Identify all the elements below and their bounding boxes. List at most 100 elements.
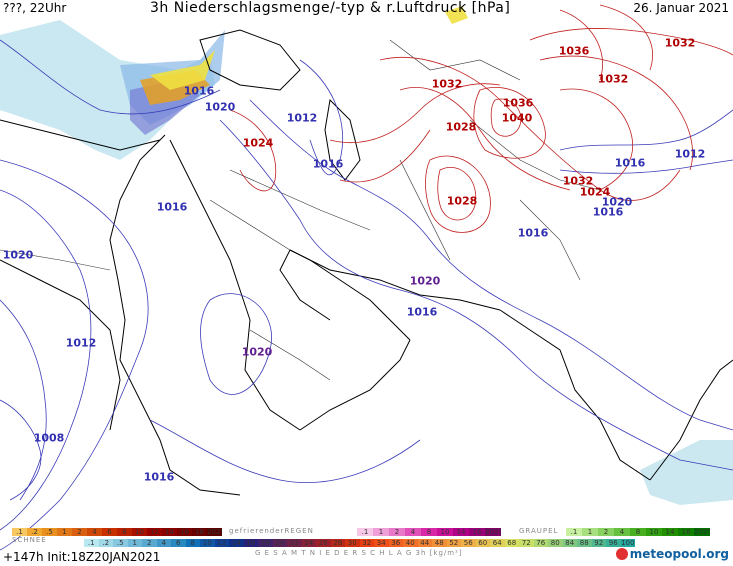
legend-swatch: 4 [405,528,421,536]
legend-swatch: 56 [461,539,476,547]
coast-black-sea [199,29,301,91]
isobar-label: 1016 [406,305,438,319]
isobar-label: 1024 [579,185,611,199]
coast-africa-east [0,259,121,431]
legend-swatch: 4 [614,528,630,536]
legend-swatch: 2 [72,528,87,536]
legend-swatch: 10 [646,528,662,536]
coast-arabia-west [169,139,301,431]
legend-swatch: .1 [84,539,99,547]
isobar-label: 1040 [501,111,533,125]
legend-swatch: 72 [519,539,534,547]
legend-swatch: 88 [577,539,592,547]
legend-swatch: .2 [98,539,113,547]
legend-swatch: 2025+ [485,528,501,536]
legend-swatch: 34 [374,539,389,547]
legend-swatch: 100 [620,539,635,547]
legend-swatch: 14 [453,528,469,536]
isobar-label: 1032 [664,36,696,50]
legend-swatch: 12 [214,539,229,547]
legend-swatch: 1 [373,528,389,536]
isobar-label: 1020 [409,274,441,288]
isobar-label: 1016 [143,470,175,484]
legend-swatch: 48 [432,539,447,547]
legend-swatch: .1 [566,528,582,536]
isobar-label: 1012 [65,336,97,350]
isobar-label: 1032 [431,77,463,91]
legend-swatch: 2025+ [207,528,222,536]
isobar-label: 1016 [312,157,344,171]
run-info: +147h Init:18Z20JAN2021 [3,550,161,564]
isobar-label: 1012 [674,147,706,161]
legend-swatch: 52 [446,539,461,547]
legend-swatch: 4 [156,539,171,547]
legend-swatch: 22 [287,539,302,547]
legend-swatch: 36 [388,539,403,547]
legend-swatch: 20 [272,539,287,547]
legend-swatch: 18 [192,528,207,536]
legend-graupel-title: GRAUPEL [519,527,559,535]
isobar-label: 1028 [445,120,477,134]
legend-swatch: 8 [421,528,437,536]
legend-swatch: 14 [229,539,244,547]
legend-row-freezing-left: .1.2.51246810121416182025+ [12,528,222,536]
logo-text: meteopool [629,547,702,561]
isobar-label: 1016 [156,200,188,214]
legend-swatch: 1 [127,539,142,547]
legend-swatch: 8 [630,528,646,536]
legend-swatch: 4 [87,528,102,536]
legend-swatch: 10 [132,528,147,536]
isobar-label: 1020 [204,100,236,114]
legend-row-total: .1.2.5 1 2 4 6 8 10 12 14 16 18 20 22 24 26 28 30 32 34 36 4… [84,539,635,547]
isobar-label: 1036 [558,44,590,58]
isobar-label: 1032 [562,174,594,188]
isobar-label: 1020 [2,248,34,262]
legend-swatch: 16 [243,539,258,547]
legend-swatch: 60 [475,539,490,547]
legend-swatch: 12 [147,528,162,536]
legend-swatch: 84 [562,539,577,547]
legend-swatch: 2025+ [694,528,710,536]
legend-swatch: 2 [142,539,157,547]
legend-swatch: 64 [490,539,505,547]
legend-snow-title: SCHNEE [12,536,47,544]
isobar-label: 1020 [241,345,273,359]
precip-area-south-east [640,440,733,505]
coastlines [0,29,733,496]
coast-india-west [499,309,651,481]
legend-swatch: 76 [533,539,548,547]
yellow-precip-area [150,50,215,90]
isobar-label: 1016 [614,156,646,170]
legend-swatch: 24 [301,539,316,547]
legend-freezing-rain-title: gefrierenderREGEN [229,527,314,535]
isobar-label: 1032 [597,72,629,86]
legend-swatch: 1 [582,528,598,536]
legend-swatch: 96 [606,539,621,547]
legend-swatch: 28 [330,539,345,547]
legend-swatch: 10 [437,528,453,536]
isobars-low [0,39,733,551]
map-title: 3h Niederschlagsmenge/-typ & r.Luftdruck… [150,0,511,16]
isobar-label: 1024 [242,136,274,150]
forecast-date: 26. Januar 2021 [633,1,729,15]
logo-suffix: .org [701,547,729,561]
legend-swatch: 40 [403,539,418,547]
legend-swatch: .1 [12,528,27,536]
precip-area-caspian [445,6,468,24]
legend-total-title: G E S A M T N I E D E R S C H L A G 3h [… [255,549,463,557]
isobar-label: 1036 [502,96,534,110]
legend-swatch: .5 [42,528,57,536]
legend-swatch: 6 [171,539,186,547]
logo-globe-icon [615,548,628,560]
legend-swatch: 30 [345,539,360,547]
legend-swatch: .2 [27,528,42,536]
meteopool-logo: meteopool.org [615,547,729,561]
legend-swatch: 8 [117,528,132,536]
coast-mediterranean [0,119,161,151]
isobar-label: 1016 [183,84,215,98]
isobar-label: 1020 [601,195,633,209]
legend-swatch: 1 [57,528,72,536]
